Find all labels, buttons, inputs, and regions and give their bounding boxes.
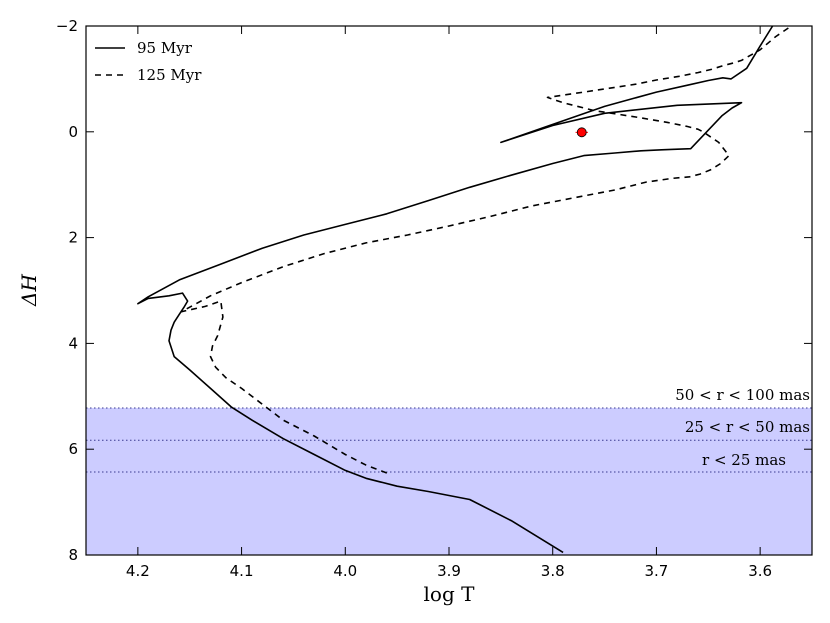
x-tick-label: 3.7 <box>644 562 668 580</box>
series-line-125-myr <box>180 26 792 474</box>
legend-label-95-myr: 95 Myr <box>137 39 193 57</box>
series-line-95-myr <box>137 26 774 554</box>
y-tick-label: 6 <box>68 440 78 458</box>
region-label-50-100: 50 < r < 100 mas <box>675 386 810 404</box>
x-tick-label: 4.0 <box>333 562 357 580</box>
x-axis-title: log T <box>424 582 476 606</box>
y-tick-label: −2 <box>56 17 78 35</box>
data-point <box>576 127 587 138</box>
region-layer <box>86 407 812 555</box>
shaded-region <box>86 407 812 555</box>
series-layer <box>137 26 792 554</box>
region-label-25-50: 25 < r < 50 mas <box>685 418 810 436</box>
region-label-r-25: r < 25 mas <box>702 451 786 469</box>
y-tick-label: 0 <box>68 123 78 141</box>
x-tick-label: 3.8 <box>541 562 565 580</box>
y-axis-title: ΔH <box>17 274 41 307</box>
y-tick-label: 8 <box>68 546 78 564</box>
y-tick-label: 4 <box>68 334 78 352</box>
y-tick-label: 2 <box>68 229 78 247</box>
legend-label-125-myr: 125 Myr <box>137 66 202 84</box>
axes-layer: 4.2 4.1 4.0 3.9 3.8 3.7 3.6 −2 0 2 4 6 8 <box>56 17 813 580</box>
x-tick-label: 4.2 <box>126 562 150 580</box>
x-tick-label: 3.6 <box>748 562 772 580</box>
x-tick-label: 4.1 <box>230 562 254 580</box>
point-layer <box>575 127 588 138</box>
x-tick-label: 3.9 <box>437 562 461 580</box>
legend: 95 Myr 125 Myr <box>95 39 202 84</box>
